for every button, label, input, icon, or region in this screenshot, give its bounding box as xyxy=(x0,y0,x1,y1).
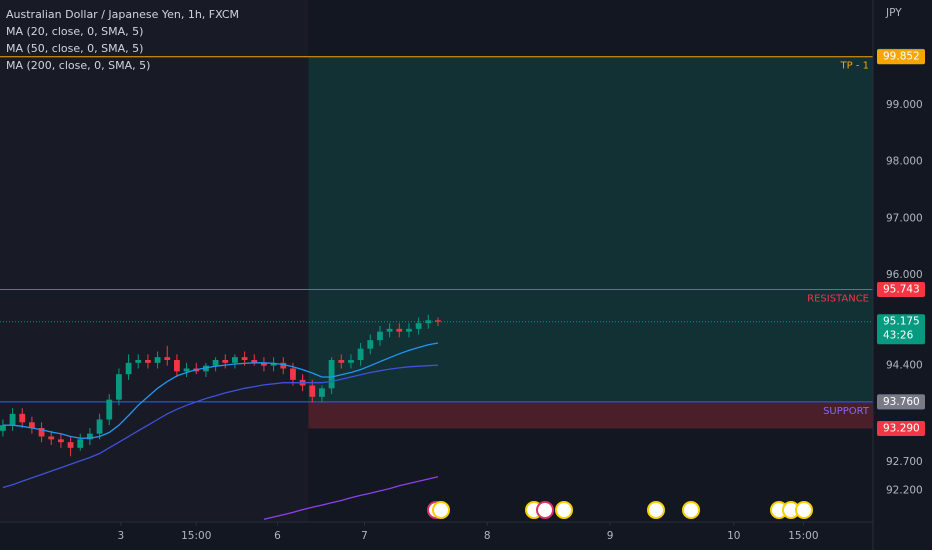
x-tick-label: 15:00 xyxy=(788,530,818,542)
candle-body xyxy=(357,348,364,360)
candle-body xyxy=(38,427,45,437)
candle-body xyxy=(116,374,122,400)
candle-body xyxy=(290,368,296,380)
candle-body xyxy=(425,320,432,324)
level-name: SUPPORT xyxy=(823,406,870,417)
level-label: 95.743 xyxy=(883,284,920,296)
candle-body xyxy=(435,320,441,322)
target-label: 99.852 xyxy=(883,51,920,63)
event-icon[interactable] xyxy=(682,501,700,519)
candle-body xyxy=(222,359,229,363)
candle-body xyxy=(406,328,412,332)
level-label-bg xyxy=(877,282,925,298)
event-icons xyxy=(427,501,813,519)
stop-label: 93.290 xyxy=(883,423,920,435)
y-tick-label: 92.200 xyxy=(886,484,923,496)
candle-body xyxy=(0,425,6,431)
x-tick-label: 8 xyxy=(484,530,491,542)
y-tick-label: 98.000 xyxy=(886,156,923,168)
candle-body xyxy=(270,362,277,366)
candle-body xyxy=(309,385,316,397)
legend-entry: MA (200, close, 0, SMA, 5) xyxy=(6,59,150,72)
entry-label-bg xyxy=(877,394,925,410)
candle-body xyxy=(106,399,113,420)
y-tick-label: 96.000 xyxy=(886,269,923,281)
y-tick-label: 99.000 xyxy=(886,99,923,111)
candle-body xyxy=(29,422,35,428)
last-price-label: 95.175 xyxy=(883,316,920,328)
legend-entry: MA (50, close, 0, SMA, 5) xyxy=(6,42,143,55)
candle-body xyxy=(174,359,180,372)
left-shade xyxy=(0,0,309,522)
candle-body xyxy=(251,359,258,363)
candle-body xyxy=(396,328,403,332)
stop-label-bg xyxy=(877,421,925,437)
candle-body xyxy=(48,436,55,440)
last-price-label-extra: 43:26 xyxy=(883,330,914,342)
candle-body xyxy=(67,442,74,448)
candle-body xyxy=(328,359,335,389)
x-tick-label: 7 xyxy=(361,530,368,542)
candle-body xyxy=(241,357,248,360)
x-tick-label: 3 xyxy=(118,530,125,542)
candle-body xyxy=(58,439,64,443)
event-icon[interactable] xyxy=(555,501,573,519)
candle-body xyxy=(377,331,383,341)
candle-body xyxy=(348,359,354,363)
candle-body xyxy=(338,359,345,363)
last-price-label-bg xyxy=(877,314,925,345)
candle-body xyxy=(415,323,422,329)
candle-body xyxy=(164,357,171,360)
candle-body xyxy=(367,340,374,349)
currency: JPY xyxy=(885,7,902,19)
y-tick-label: 94.400 xyxy=(886,360,923,372)
moving-average xyxy=(2,364,439,489)
price-axis xyxy=(873,0,932,550)
loss-zone xyxy=(308,401,874,429)
target-name: TP - 1 xyxy=(840,61,869,72)
x-tick-label: 15:00 xyxy=(181,530,211,542)
moving-average xyxy=(263,476,439,520)
legend-entry: MA (20, close, 0, SMA, 5) xyxy=(6,25,143,38)
level-name: RESISTANCE xyxy=(807,294,869,305)
target-label-bg xyxy=(877,49,925,65)
candle-body xyxy=(154,357,161,363)
event-icon[interactable] xyxy=(432,501,450,519)
x-tick-label: 10 xyxy=(727,530,740,542)
event-icon[interactable] xyxy=(647,501,665,519)
chart-title: Australian Dollar / Japanese Yen, 1h, FX… xyxy=(6,8,239,21)
candle-body xyxy=(386,328,393,332)
candle-body xyxy=(319,388,325,397)
entry-label: 93.760 xyxy=(883,396,920,408)
candle-body xyxy=(19,413,26,423)
moving-average xyxy=(2,342,439,439)
candle-body xyxy=(77,439,84,448)
candle-body xyxy=(183,368,190,372)
event-icon[interactable] xyxy=(536,501,554,519)
y-tick-label: 92.700 xyxy=(886,456,923,468)
candle-body xyxy=(87,433,93,440)
candle-body xyxy=(125,362,132,375)
y-tick-label: 97.000 xyxy=(886,212,923,224)
candle-body xyxy=(212,359,219,366)
candle-body xyxy=(280,362,287,369)
profit-zone xyxy=(308,56,874,402)
candle-body xyxy=(261,362,267,366)
candle-body xyxy=(96,419,103,434)
candle-body xyxy=(145,359,151,363)
event-icon[interactable] xyxy=(795,501,813,519)
x-tick-label: 6 xyxy=(274,530,281,542)
candle-body xyxy=(135,359,142,363)
x-tick-label: 9 xyxy=(607,530,614,542)
candle-body xyxy=(232,357,238,363)
candle-body xyxy=(9,413,16,426)
